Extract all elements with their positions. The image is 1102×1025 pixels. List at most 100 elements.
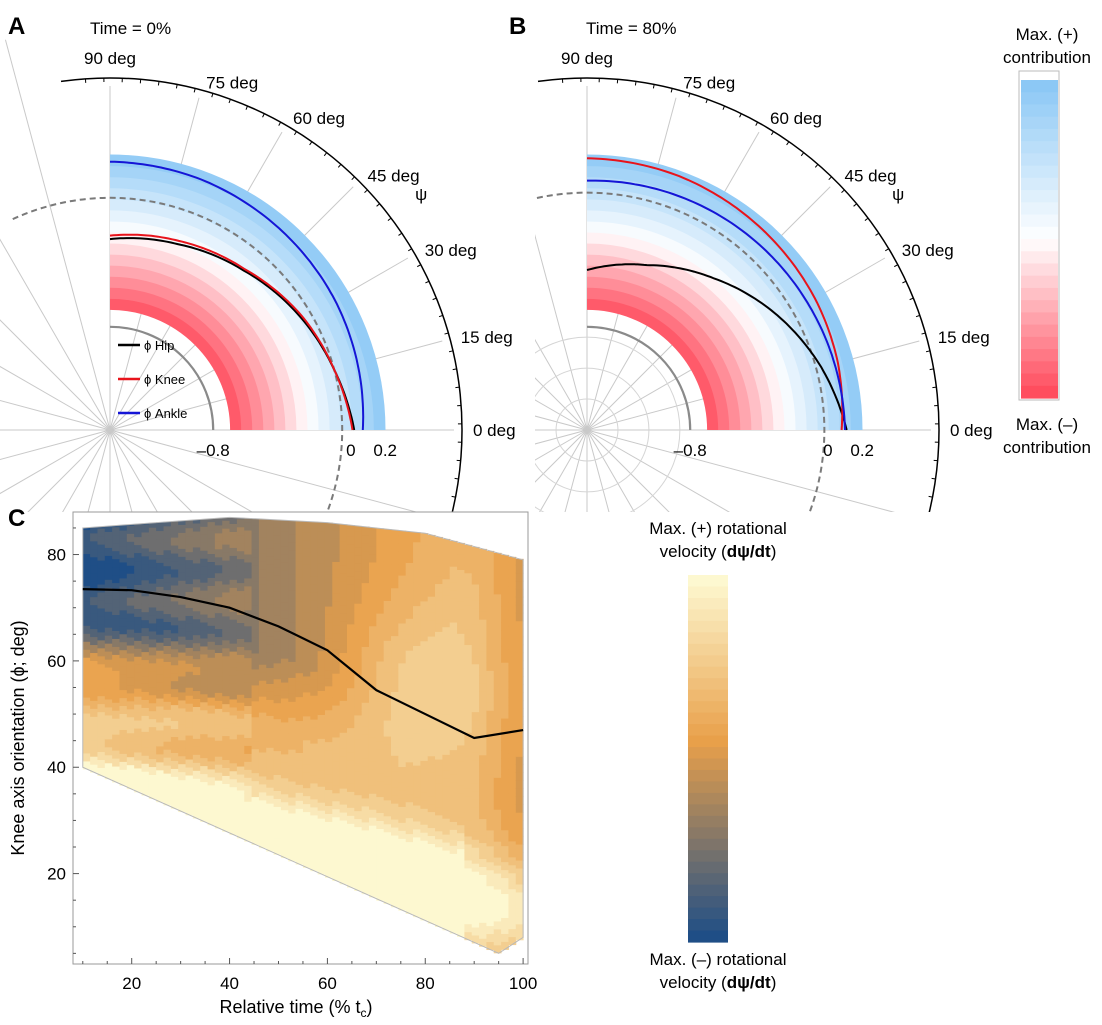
heatmap-cell xyxy=(192,754,201,763)
heatmap-cell xyxy=(185,599,194,608)
heatmap-cell xyxy=(354,866,363,875)
heatmap-cell xyxy=(214,668,223,677)
heatmap-cell xyxy=(251,652,260,662)
heatmap-cell xyxy=(405,594,414,603)
heatmap-cell xyxy=(192,554,201,564)
heatmap-cell xyxy=(442,818,451,827)
heatmap-cell xyxy=(200,813,209,822)
heatmap-cell xyxy=(376,528,385,534)
heatmap-cell xyxy=(295,848,304,857)
heatmap-cell xyxy=(258,728,267,737)
heatmap-cell xyxy=(229,539,238,548)
heatmap-cell xyxy=(207,609,216,618)
heatmap-cell xyxy=(493,761,502,770)
heatmap-cell xyxy=(501,574,509,583)
heatmap-cell xyxy=(457,824,465,834)
heatmap-cell xyxy=(200,781,209,791)
heatmap-cell xyxy=(273,822,282,831)
contribution-colorbar-step xyxy=(1021,214,1058,228)
heatmap-cell xyxy=(457,736,465,746)
heatmap-cell xyxy=(493,833,502,842)
heatmap-cell xyxy=(310,751,319,760)
heatmap-cell xyxy=(457,705,465,714)
heatmap-cell xyxy=(236,710,245,719)
heatmap-cell xyxy=(97,631,106,641)
heatmap-cell xyxy=(405,642,414,651)
heatmap-cell xyxy=(288,820,297,830)
heatmap-cell xyxy=(361,877,370,887)
heatmap-cell xyxy=(119,569,128,579)
heatmap-cell xyxy=(398,670,407,680)
heatmap-cell xyxy=(112,726,120,735)
heatmap-cell xyxy=(368,569,377,579)
heatmap-cell xyxy=(273,718,282,728)
contribution-band xyxy=(109,198,342,431)
heatmap-cell xyxy=(156,546,165,555)
heatmap-cell xyxy=(266,563,275,573)
heatmap-cell xyxy=(515,700,524,709)
heatmap-cell xyxy=(185,663,194,672)
heatmap-cell xyxy=(391,819,399,828)
heatmap-cell xyxy=(464,820,473,829)
heatmap-cell xyxy=(163,521,172,527)
heatmap-cell xyxy=(295,720,304,730)
heatmap-cell xyxy=(413,701,421,710)
heatmap-cell xyxy=(236,526,245,536)
heatmap-cell xyxy=(464,612,473,622)
velocity-bottom-symbol: dψ/dt xyxy=(727,973,771,992)
heatmap-cell xyxy=(493,633,502,643)
heatmap-cell xyxy=(515,820,524,829)
heatmap-cell xyxy=(258,815,267,825)
heatmap-cell xyxy=(501,630,509,639)
velocity-colorbar-step xyxy=(688,827,728,840)
heatmap-cell xyxy=(178,628,187,637)
heatmap-cell xyxy=(435,679,443,688)
heatmap-cell xyxy=(391,874,399,884)
heatmap-cell xyxy=(156,570,165,579)
heatmap-cell xyxy=(119,649,128,659)
heatmap-cell xyxy=(258,720,267,729)
heatmap-cell xyxy=(420,760,429,769)
heatmap-cell xyxy=(156,674,165,683)
heatmap-cell xyxy=(126,589,135,598)
heatmap-cell xyxy=(185,543,194,553)
heatmap-cell xyxy=(354,667,363,676)
radial-tick-label: –0.8 xyxy=(197,441,230,460)
heatmap-cell xyxy=(508,769,517,778)
heatmap-cell xyxy=(236,766,245,775)
heatmap-cell xyxy=(361,630,370,639)
heatmap-cell xyxy=(361,534,370,544)
heatmap-cell xyxy=(200,701,209,711)
heatmap-cell xyxy=(207,760,216,770)
heatmap-cell xyxy=(508,808,517,818)
heatmap-cell xyxy=(148,527,157,536)
heatmap-cell xyxy=(178,739,187,749)
heatmap-cell xyxy=(486,813,495,823)
heatmap-cell xyxy=(200,669,209,679)
heatmap-cell xyxy=(501,925,509,934)
heatmap-cell xyxy=(273,646,282,656)
heatmap-cell xyxy=(214,524,223,534)
heatmap-cell xyxy=(501,662,509,671)
heatmap-cell xyxy=(493,936,502,946)
heatmap-cell xyxy=(141,771,150,780)
heatmap-cell xyxy=(229,611,238,620)
heatmap-cell xyxy=(493,889,502,898)
heatmap-cell xyxy=(251,573,260,582)
heatmap-cell xyxy=(258,736,267,745)
heatmap-cell xyxy=(112,750,120,759)
heatmap-cell xyxy=(471,927,480,936)
heatmap-cell xyxy=(486,710,495,719)
heatmap-cell xyxy=(346,599,355,609)
heatmap-cell xyxy=(515,764,524,773)
heatmap-cell xyxy=(163,645,172,654)
heatmap-cell xyxy=(501,702,509,711)
contribution-band xyxy=(586,231,786,431)
heatmap-cell xyxy=(479,611,487,620)
heatmap-cell xyxy=(508,856,517,866)
heatmap-cell xyxy=(354,802,363,812)
heatmap-cell xyxy=(141,723,150,732)
heatmap-cell xyxy=(229,778,238,788)
heatmap-cell xyxy=(324,813,333,822)
heatmap-cell xyxy=(398,654,407,664)
